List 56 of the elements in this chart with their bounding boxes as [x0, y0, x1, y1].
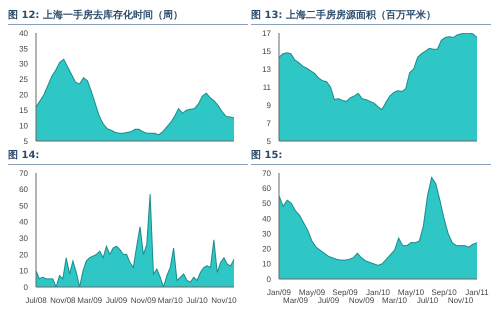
x-tick-label: Jul/09 [318, 296, 340, 305]
y-tick-label: 10 [262, 260, 272, 269]
x-tick-label: Jan/09 [266, 288, 292, 297]
x-tick-label: Sep/09 [332, 288, 358, 297]
x-tick-label: Mar/10 [158, 296, 184, 305]
x-tick-label: Mar/10 [382, 296, 408, 305]
y-tick-label: 5 [24, 136, 29, 146]
y-tick-label: 7 [266, 118, 272, 128]
x-tick-label: Nov/10 [211, 296, 238, 305]
chart-title: 图 13: 上海二手房房源面积（百万平米） [251, 8, 491, 25]
x-tick-label: Mar/09 [283, 296, 308, 305]
y-tick-label: 15 [19, 106, 29, 115]
x-tick-label: Nov/09 [130, 296, 157, 305]
y-tick-label: 60 [19, 185, 29, 194]
x-tick-label: Jul/10 [416, 296, 439, 305]
x-tick-label: Nov/10 [448, 296, 474, 305]
x-tick-label: May/10 [398, 288, 425, 297]
y-tick-label: 40 [19, 218, 29, 227]
y-tick-label: 30 [19, 60, 29, 69]
y-tick-label: 20 [19, 250, 29, 260]
x-tick-label: Jul/08 [25, 296, 48, 305]
y-tick-label: 25 [19, 75, 29, 84]
y-tick-label: 13 [262, 64, 272, 74]
y-tick-label: 0 [24, 282, 29, 292]
y-tick-label: 35 [19, 44, 29, 54]
y-tick-label: 10 [19, 121, 29, 130]
x-tick-label: Mar/09 [77, 296, 103, 305]
y-tick-label: 11 [262, 82, 272, 92]
y-tick-label: 30 [262, 229, 272, 238]
y-tick-label: 20 [262, 244, 272, 254]
y-tick-label: 50 [19, 201, 29, 210]
y-tick-label: 30 [19, 234, 29, 243]
chart-title: 图 12: 上海一手房去库存化时间（周） [8, 8, 248, 25]
chart-title: 图 14: [8, 148, 248, 165]
chart-title: 图 15: [251, 148, 491, 165]
x-tick-label: Nov/09 [348, 296, 375, 305]
x-tick-label: Nov/08 [50, 296, 76, 305]
y-tick-label: 20 [19, 90, 29, 100]
y-tick-label: 70 [262, 168, 272, 178]
y-tick-label: 0 [266, 274, 272, 284]
x-tick-label: Jul/09 [106, 296, 128, 305]
y-tick-label: 10 [19, 266, 29, 276]
y-tick-label: 70 [19, 168, 29, 178]
x-tick-label: Jan/10 [366, 288, 391, 297]
x-tick-label: Jan/11 [465, 288, 490, 297]
y-tick-label: 15 [262, 46, 272, 56]
x-tick-label: Sep/10 [431, 288, 458, 297]
x-tick-label: Jul/10 [186, 296, 208, 305]
y-tick-label: 17 [262, 28, 272, 38]
y-tick-label: 5 [266, 136, 272, 146]
y-tick-label: 60 [262, 184, 272, 193]
y-tick-label: 9 [266, 100, 272, 110]
y-tick-label: 50 [262, 199, 272, 208]
y-tick-label: 40 [262, 214, 272, 224]
x-tick-label: May/09 [298, 288, 326, 297]
y-tick-label: 40 [19, 28, 29, 38]
